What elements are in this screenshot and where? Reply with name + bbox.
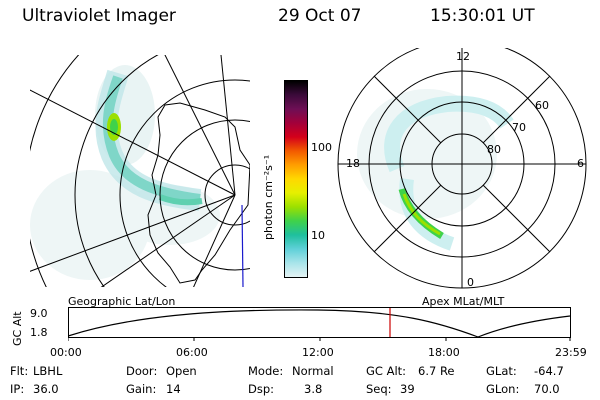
mlt-label-6: 6	[577, 157, 584, 170]
seq-value: 39	[400, 382, 415, 396]
auroral-arc	[95, 69, 203, 211]
altitude-ylabel: GC Alt	[11, 311, 24, 346]
gc-alt-label: GC Alt:	[366, 364, 407, 378]
flt-value: LBHL	[33, 364, 63, 378]
altitude-xtick-0600: 06:00	[176, 346, 208, 359]
mlt-label-18: 18	[346, 157, 360, 170]
apex-caption: Apex MLat/MLT	[422, 295, 505, 308]
altitude-plot	[68, 307, 571, 341]
gc-alt-value: 6.7 Re	[418, 364, 455, 378]
mlt-label-12: 12	[456, 50, 470, 63]
lon-lines	[30, 55, 236, 287]
colorbar-tick-100: 100	[311, 141, 332, 154]
door-value: Open	[166, 364, 197, 378]
apex-polar-plot	[337, 48, 587, 289]
continent-outline	[147, 102, 250, 284]
dsp-value: 3.8	[304, 382, 323, 396]
altitude-plot-frame	[68, 307, 571, 338]
mode-label: Mode:	[248, 364, 284, 378]
altitude-xtick-1800: 18:00	[428, 346, 460, 359]
lat-circles	[30, 55, 250, 287]
altitude-curve	[68, 309, 571, 338]
seq-label: Seq:	[366, 382, 392, 396]
flt-label: Flt:	[10, 364, 29, 378]
door-label: Door:	[126, 364, 158, 378]
colorbar-tick-10: 10	[311, 229, 325, 242]
glon-label: GLon:	[486, 382, 520, 396]
glat-label: GLat:	[486, 364, 517, 378]
ip-value: 36.0	[33, 382, 59, 396]
altitude-xtick-1200: 12:00	[302, 346, 334, 359]
colorbar	[284, 80, 308, 278]
ip-label: IP:	[10, 382, 25, 396]
colorbar-unit-label: photon cm⁻²s⁻¹	[262, 154, 275, 240]
mlat-label-60: 60	[535, 99, 549, 112]
glat-value: -64.7	[534, 364, 564, 378]
mlat-label-80: 80	[487, 143, 501, 156]
meridian-marker	[241, 204, 244, 287]
altitude-ytick-9: 9.0	[30, 307, 48, 320]
gain-label: Gain:	[126, 382, 157, 396]
mlat-label-70: 70	[512, 121, 526, 134]
time-label: 15:30:01 UT	[430, 6, 535, 26]
dsp-label: Dsp:	[248, 382, 275, 396]
glon-value: 70.0	[534, 382, 560, 396]
altitude-ytick-1-8: 1.8	[30, 326, 48, 339]
geographic-caption: Geographic Lat/Lon	[68, 295, 176, 308]
instrument-title: Ultraviolet Imager	[22, 6, 176, 26]
altitude-xtick-0000: 00:00	[50, 346, 82, 359]
mode-value: Normal	[292, 364, 334, 378]
mlt-label-0: 0	[467, 276, 474, 289]
geographic-map	[30, 55, 250, 287]
altitude-xtick-2359: 23:59	[555, 346, 587, 359]
mlt-lines	[338, 48, 586, 288]
altitude-xticks	[68, 337, 571, 341]
date-label: 29 Oct 07	[278, 6, 362, 26]
gain-value: 14	[166, 382, 181, 396]
